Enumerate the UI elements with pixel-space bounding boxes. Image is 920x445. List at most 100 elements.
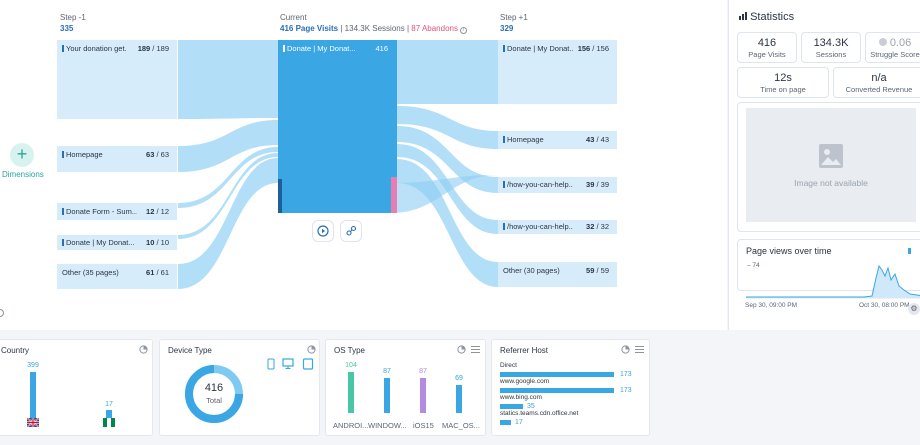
prev-node[interactable]: Homepage 63 / 63 (57, 146, 177, 172)
country-panel: Country 399 17 (0, 339, 153, 436)
page-thumbnail-frame: Image not available (737, 102, 920, 232)
next-node-label: /how-you-can-help... (507, 222, 573, 231)
flow-ribbons (178, 40, 498, 289)
list-view-icon[interactable] (635, 345, 644, 354)
time-on-page-label: Time on page (760, 85, 806, 94)
revenue-value: n/a (871, 72, 887, 84)
os-bar[interactable] (384, 378, 390, 413)
os-bar-value: 87 (419, 368, 427, 375)
prev-node[interactable]: Your donation get... 189 / 189 (57, 40, 177, 119)
os-bar[interactable] (456, 385, 462, 413)
image-unavailable-text: Image not available (794, 178, 868, 188)
next-node-count: 32 (586, 222, 595, 231)
tablet-icon[interactable] (302, 358, 314, 370)
next-node[interactable]: /how-you-can-help... 32 / 32 (498, 220, 617, 234)
share-button[interactable] (340, 220, 362, 242)
next-node[interactable]: Donate | My Donat... 156 / 156 (498, 40, 617, 104)
prev-node-label: Donate Form - Sum... (66, 207, 137, 216)
current-sessions: 134.3K Sessions (344, 24, 405, 33)
current-title: Current (280, 13, 307, 22)
referrer-value: 173 (620, 387, 632, 394)
prev-node-count: 10 (146, 238, 155, 247)
country-bar[interactable] (30, 372, 36, 418)
os-bar-value: 104 (345, 362, 357, 369)
entry-strip (278, 179, 282, 213)
struggle-score-card: 0.06 Struggle Score (865, 32, 920, 63)
page-visits-card: 416 Page Visits (737, 32, 797, 63)
prev-node[interactable]: Donate | My Donat... 10 / 10 (57, 235, 177, 250)
time-on-page-value: 12s (774, 72, 792, 84)
step-next-title: Step +1 (500, 13, 528, 22)
time-on-page-card: 12s Time on page (737, 67, 829, 98)
journey-flow-area: Step -1 335 Current 416 Page Visits | 13… (0, 0, 727, 330)
x-axis-end: Oct 30, 08:00 PM (859, 302, 910, 309)
os-bar-value: 87 (383, 368, 391, 375)
plus-icon: + (16, 144, 28, 164)
prev-node-label: Donate | My Donat... (66, 238, 135, 247)
pie-chart-icon[interactable] (307, 345, 316, 354)
page-views-line (746, 264, 920, 299)
step-prev-count: 335 (60, 24, 74, 33)
device-donut-chart[interactable] (182, 362, 246, 426)
current-abandons[interactable]: 87 Abandons (411, 24, 458, 33)
prev-node-count: 12 (146, 207, 155, 216)
next-node-label: Other (30 pages) (503, 266, 560, 275)
page-thumbnail: Image not available (746, 108, 916, 222)
current-node-count: 416 (375, 44, 388, 53)
os-bar[interactable] (420, 378, 426, 413)
current-node-label: Donate | My Donat... (287, 44, 356, 53)
referrer-label: Direct (500, 362, 517, 369)
ribbon-prev-5 (178, 158, 278, 289)
page-marker-icon (62, 151, 64, 158)
badge-icon (878, 38, 887, 46)
play-icon (317, 225, 329, 237)
pie-chart-icon[interactable] (621, 345, 630, 354)
country-bar-value: 17 (105, 401, 113, 408)
sessions-label: Sessions (815, 50, 847, 59)
page-marker-icon (503, 136, 505, 143)
step-prev-header: Step -1 335 (60, 12, 86, 34)
page-marker-icon (62, 239, 64, 246)
prev-node[interactable]: Other (35 pages) 61 / 61 (57, 264, 177, 289)
os-bar-label: iOS15 (413, 421, 434, 430)
ribbon-next-2 (397, 106, 498, 149)
next-node[interactable]: /how-you-can-help... 39 / 39 (498, 177, 617, 193)
settings-gear-icon[interactable]: ⚙ (908, 303, 920, 315)
current-page-visits: 416 Page Visits (280, 24, 339, 33)
prev-node-count: 61 (146, 268, 155, 277)
referrer-value: 17 (515, 419, 523, 426)
bar-chart-icon (739, 11, 747, 20)
prev-node-label: Other (35 pages) (62, 268, 119, 277)
page-views-title: Page views over time (746, 246, 832, 256)
info-icon[interactable]: i (460, 27, 468, 34)
list-view-icon[interactable] (471, 345, 480, 354)
next-node[interactable]: Other (30 pages) 59 / 59 (498, 262, 617, 287)
abandon-strip[interactable] (391, 177, 397, 213)
page-marker-icon (503, 223, 505, 230)
pie-chart-icon[interactable] (457, 345, 466, 354)
referrer-label: statics.teams.cdn.office.net (500, 410, 579, 417)
next-node-count: 43 (586, 135, 595, 144)
device-total-value: 416 (204, 382, 224, 394)
prev-node-count: 189 (137, 44, 151, 53)
country-title: Country (1, 346, 30, 355)
replay-button[interactable] (312, 220, 334, 242)
desktop-icon[interactable] (282, 358, 294, 370)
nigeria-flag-icon (103, 418, 115, 427)
referrer-value: 173 (620, 371, 632, 378)
statistics-title: Statistics (750, 11, 795, 23)
add-dimension-button[interactable]: + (10, 143, 34, 167)
country-bar[interactable] (106, 410, 112, 418)
mobile-icon[interactable] (266, 358, 276, 370)
current-page-node[interactable]: Donate | My Donat... 416 (278, 40, 397, 213)
pie-chart-icon[interactable] (139, 345, 148, 354)
next-node-count: 156 (577, 44, 591, 53)
struggle-score-label: Struggle Score (870, 50, 920, 59)
os-bar-chart: 104 ANDROI... 87 WINDOW... 87 iOS15 69 M… (326, 340, 487, 437)
os-bar[interactable] (348, 372, 354, 413)
next-node[interactable]: Homepage 43 / 43 (498, 131, 617, 149)
prev-node[interactable]: Donate Form - Sum... 12 / 12 (57, 203, 177, 220)
device-type-title: Device Type (168, 346, 212, 355)
ribbon-prev-3 (178, 147, 278, 208)
statistics-panel: Statistics 416 Page Visits 134.3K Sessio… (728, 0, 920, 330)
